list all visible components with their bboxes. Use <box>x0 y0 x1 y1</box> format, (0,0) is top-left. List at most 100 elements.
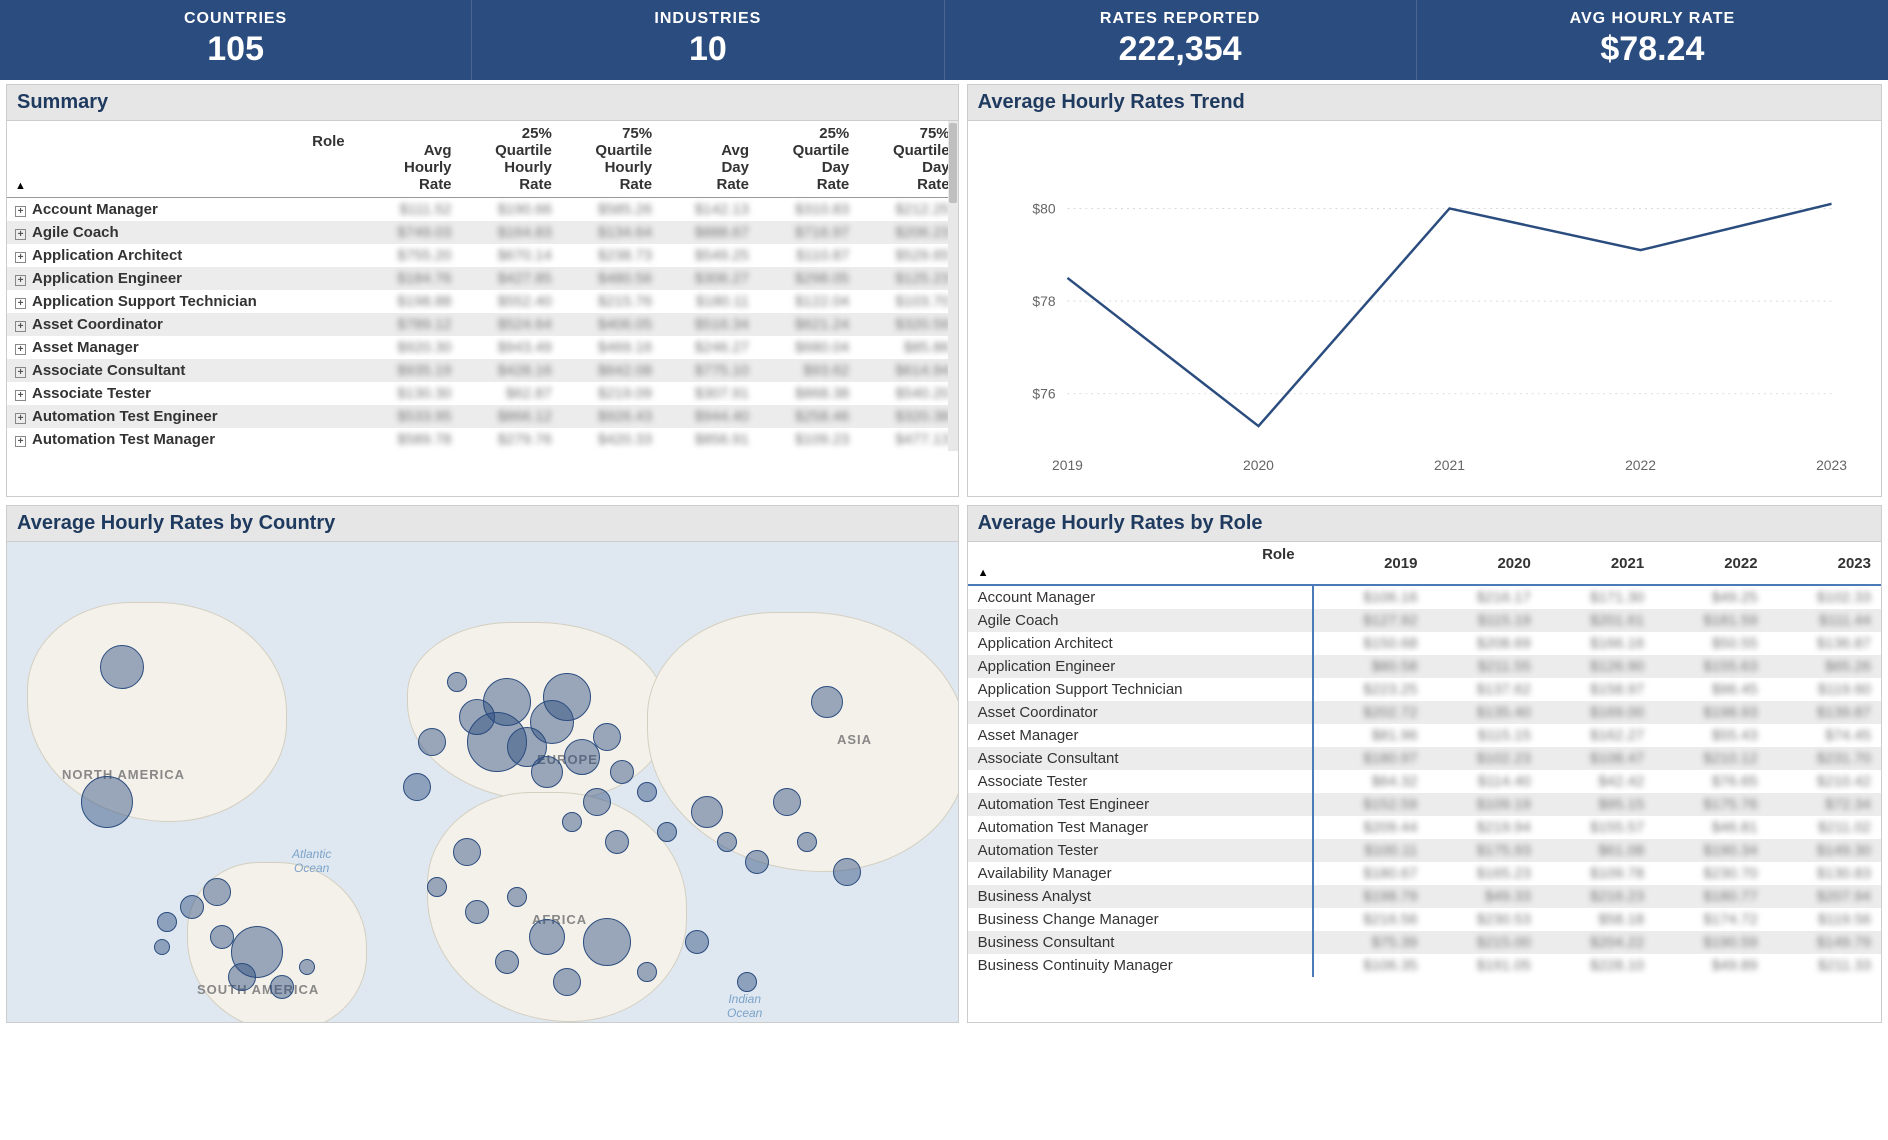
map-bubble[interactable] <box>465 900 489 924</box>
expand-icon[interactable]: + <box>15 413 26 424</box>
map-bubble[interactable] <box>403 773 431 801</box>
table-row[interactable]: Associate Tester$64.32$114.40$42.42$76.6… <box>968 770 1881 793</box>
table-row[interactable]: Agile Coach$127.92$115.19$201.61$181.59$… <box>968 609 1881 632</box>
map-bubble[interactable] <box>717 832 737 852</box>
roles-by-year-table[interactable]: Role▲20192020202120222023 Account Manage… <box>968 542 1881 977</box>
table-row[interactable]: Automation Test Engineer$152.59$109.19$9… <box>968 793 1881 816</box>
expand-icon[interactable]: + <box>15 252 26 263</box>
map-bubble[interactable] <box>745 850 769 874</box>
table-row[interactable]: Asset Coordinator$202.72$135.40$169.00$1… <box>968 701 1881 724</box>
table-row[interactable]: +Application Engineer$184.76$427.85$480.… <box>7 267 958 290</box>
map-bubble[interactable] <box>228 963 256 991</box>
map-bubble[interactable] <box>270 975 294 999</box>
map-bubble[interactable] <box>637 962 657 982</box>
map-bubble[interactable] <box>154 939 170 955</box>
map-bubble[interactable] <box>691 796 723 828</box>
map-bubble[interactable] <box>447 672 467 692</box>
map-bubble[interactable] <box>610 760 634 784</box>
expand-icon[interactable]: + <box>15 298 26 309</box>
role-cell[interactable]: +Application Engineer <box>7 267 363 290</box>
table-row[interactable]: +Automation Test Engineer$533.95$866.12$… <box>7 405 958 428</box>
map-bubble[interactable] <box>737 972 757 992</box>
column-header[interactable]: 25%QuartileDayRate <box>757 121 857 198</box>
map-bubble[interactable] <box>605 830 629 854</box>
table-row[interactable]: Asset Manager$81.96$115.15$162.27$55.43$… <box>968 724 1881 747</box>
map-bubble[interactable] <box>685 930 709 954</box>
column-header[interactable]: Role▲ <box>7 121 363 198</box>
column-header[interactable]: AvgDayRate <box>660 121 757 198</box>
table-row[interactable]: +Associate Consultant$935.19$428.16$642.… <box>7 359 958 382</box>
role-cell[interactable]: +Automation Test Manager <box>7 428 363 451</box>
column-header[interactable]: 2023 <box>1768 542 1881 585</box>
table-row[interactable]: Account Manager$106.16$216.17$171.30$49.… <box>968 585 1881 609</box>
column-header[interactable]: 2020 <box>1427 542 1540 585</box>
role-cell[interactable]: +Asset Coordinator <box>7 313 363 336</box>
table-row[interactable]: Application Engineer$80.58$211.55$126.90… <box>968 655 1881 678</box>
map-bubble[interactable] <box>593 723 621 751</box>
table-row[interactable]: +Associate Tester$130.30$62.87$219.09$30… <box>7 382 958 405</box>
table-row[interactable]: Business Change Manager$216.56$230.53$58… <box>968 908 1881 931</box>
map-bubble[interactable] <box>553 968 581 996</box>
map-bubble[interactable] <box>531 756 563 788</box>
map-bubble[interactable] <box>299 959 315 975</box>
table-row[interactable]: +Agile Coach$749.03$164.83$134.64$888.67… <box>7 221 958 244</box>
expand-icon[interactable]: + <box>15 436 26 447</box>
map-bubble[interactable] <box>562 812 582 832</box>
role-cell[interactable]: +Application Support Technician <box>7 290 363 313</box>
map-bubble[interactable] <box>100 645 144 689</box>
column-header[interactable]: 2021 <box>1541 542 1654 585</box>
table-row[interactable]: Availability Manager$180.67$165.23$109.7… <box>968 862 1881 885</box>
sort-asc-icon[interactable]: ▲ <box>978 567 989 579</box>
map-bubble[interactable] <box>657 822 677 842</box>
role-cell[interactable]: +Associate Tester <box>7 382 363 405</box>
table-row[interactable]: +Application Support Technician$198.88$5… <box>7 290 958 313</box>
column-header[interactable]: 2022 <box>1654 542 1767 585</box>
expand-icon[interactable]: + <box>15 275 26 286</box>
map-bubble[interactable] <box>427 877 447 897</box>
expand-icon[interactable]: + <box>15 321 26 332</box>
map-bubble[interactable] <box>543 673 591 721</box>
map-bubble[interactable] <box>797 832 817 852</box>
expand-icon[interactable]: + <box>15 344 26 355</box>
table-row[interactable]: Application Support Technician$223.25$13… <box>968 678 1881 701</box>
world-map[interactable]: NORTH AMERICAEUROPEAFRICAASIASOUTH AMERI… <box>7 542 958 1022</box>
expand-icon[interactable]: + <box>15 390 26 401</box>
table-row[interactable]: Automation Test Manager$209.44$219.94$15… <box>968 816 1881 839</box>
column-header[interactable]: AvgHourlyRate <box>363 121 460 198</box>
role-cell[interactable]: +Agile Coach <box>7 221 363 244</box>
role-cell[interactable]: +Automation Test Engineer <box>7 405 363 428</box>
map-bubble[interactable] <box>157 912 177 932</box>
role-cell[interactable]: +Asset Manager <box>7 336 363 359</box>
map-bubble[interactable] <box>180 895 204 919</box>
role-cell[interactable]: +Associate Consultant <box>7 359 363 382</box>
map-bubble[interactable] <box>418 728 446 756</box>
role-cell[interactable]: +Account Manager <box>7 198 363 222</box>
table-row[interactable]: Associate Consultant$180.97$102.23$108.4… <box>968 747 1881 770</box>
map-bubble[interactable] <box>583 918 631 966</box>
sort-asc-icon[interactable]: ▲ <box>15 180 26 192</box>
map-bubble[interactable] <box>507 887 527 907</box>
map-bubble[interactable] <box>773 788 801 816</box>
map-bubble[interactable] <box>833 858 861 886</box>
column-header[interactable]: Role▲ <box>968 542 1313 585</box>
table-row[interactable]: +Account Manager$111.52$190.66$585.26$14… <box>7 198 958 222</box>
map-bubble[interactable] <box>203 878 231 906</box>
scrollbar[interactable] <box>948 121 958 451</box>
table-row[interactable]: Business Analyst$198.79$49.33$216.23$180… <box>968 885 1881 908</box>
expand-icon[interactable]: + <box>15 367 26 378</box>
table-row[interactable]: +Asset Manager$920.30$943.49$469.16$246.… <box>7 336 958 359</box>
map-bubble[interactable] <box>637 782 657 802</box>
column-header[interactable]: 75%QuartileHourlyRate <box>560 121 660 198</box>
summary-table[interactable]: Role▲AvgHourlyRate25%QuartileHourlyRate7… <box>7 121 958 451</box>
trend-chart[interactable]: $76$78$8020192020202120222023 <box>968 121 1881 496</box>
table-row[interactable]: +Asset Coordinator$789.12$524.64$406.05$… <box>7 313 958 336</box>
map-bubble[interactable] <box>81 776 133 828</box>
expand-icon[interactable]: + <box>15 229 26 240</box>
role-cell[interactable]: +Application Architect <box>7 244 363 267</box>
map-bubble[interactable] <box>210 925 234 949</box>
table-row[interactable]: Business Continuity Manager$106.35$191.0… <box>968 954 1881 977</box>
map-bubble[interactable] <box>529 919 565 955</box>
expand-icon[interactable]: + <box>15 206 26 217</box>
table-row[interactable]: +Automation Test Manager$589.78$279.76$4… <box>7 428 958 451</box>
table-row[interactable]: Business Consultant$75.39$215.00$204.22$… <box>968 931 1881 954</box>
